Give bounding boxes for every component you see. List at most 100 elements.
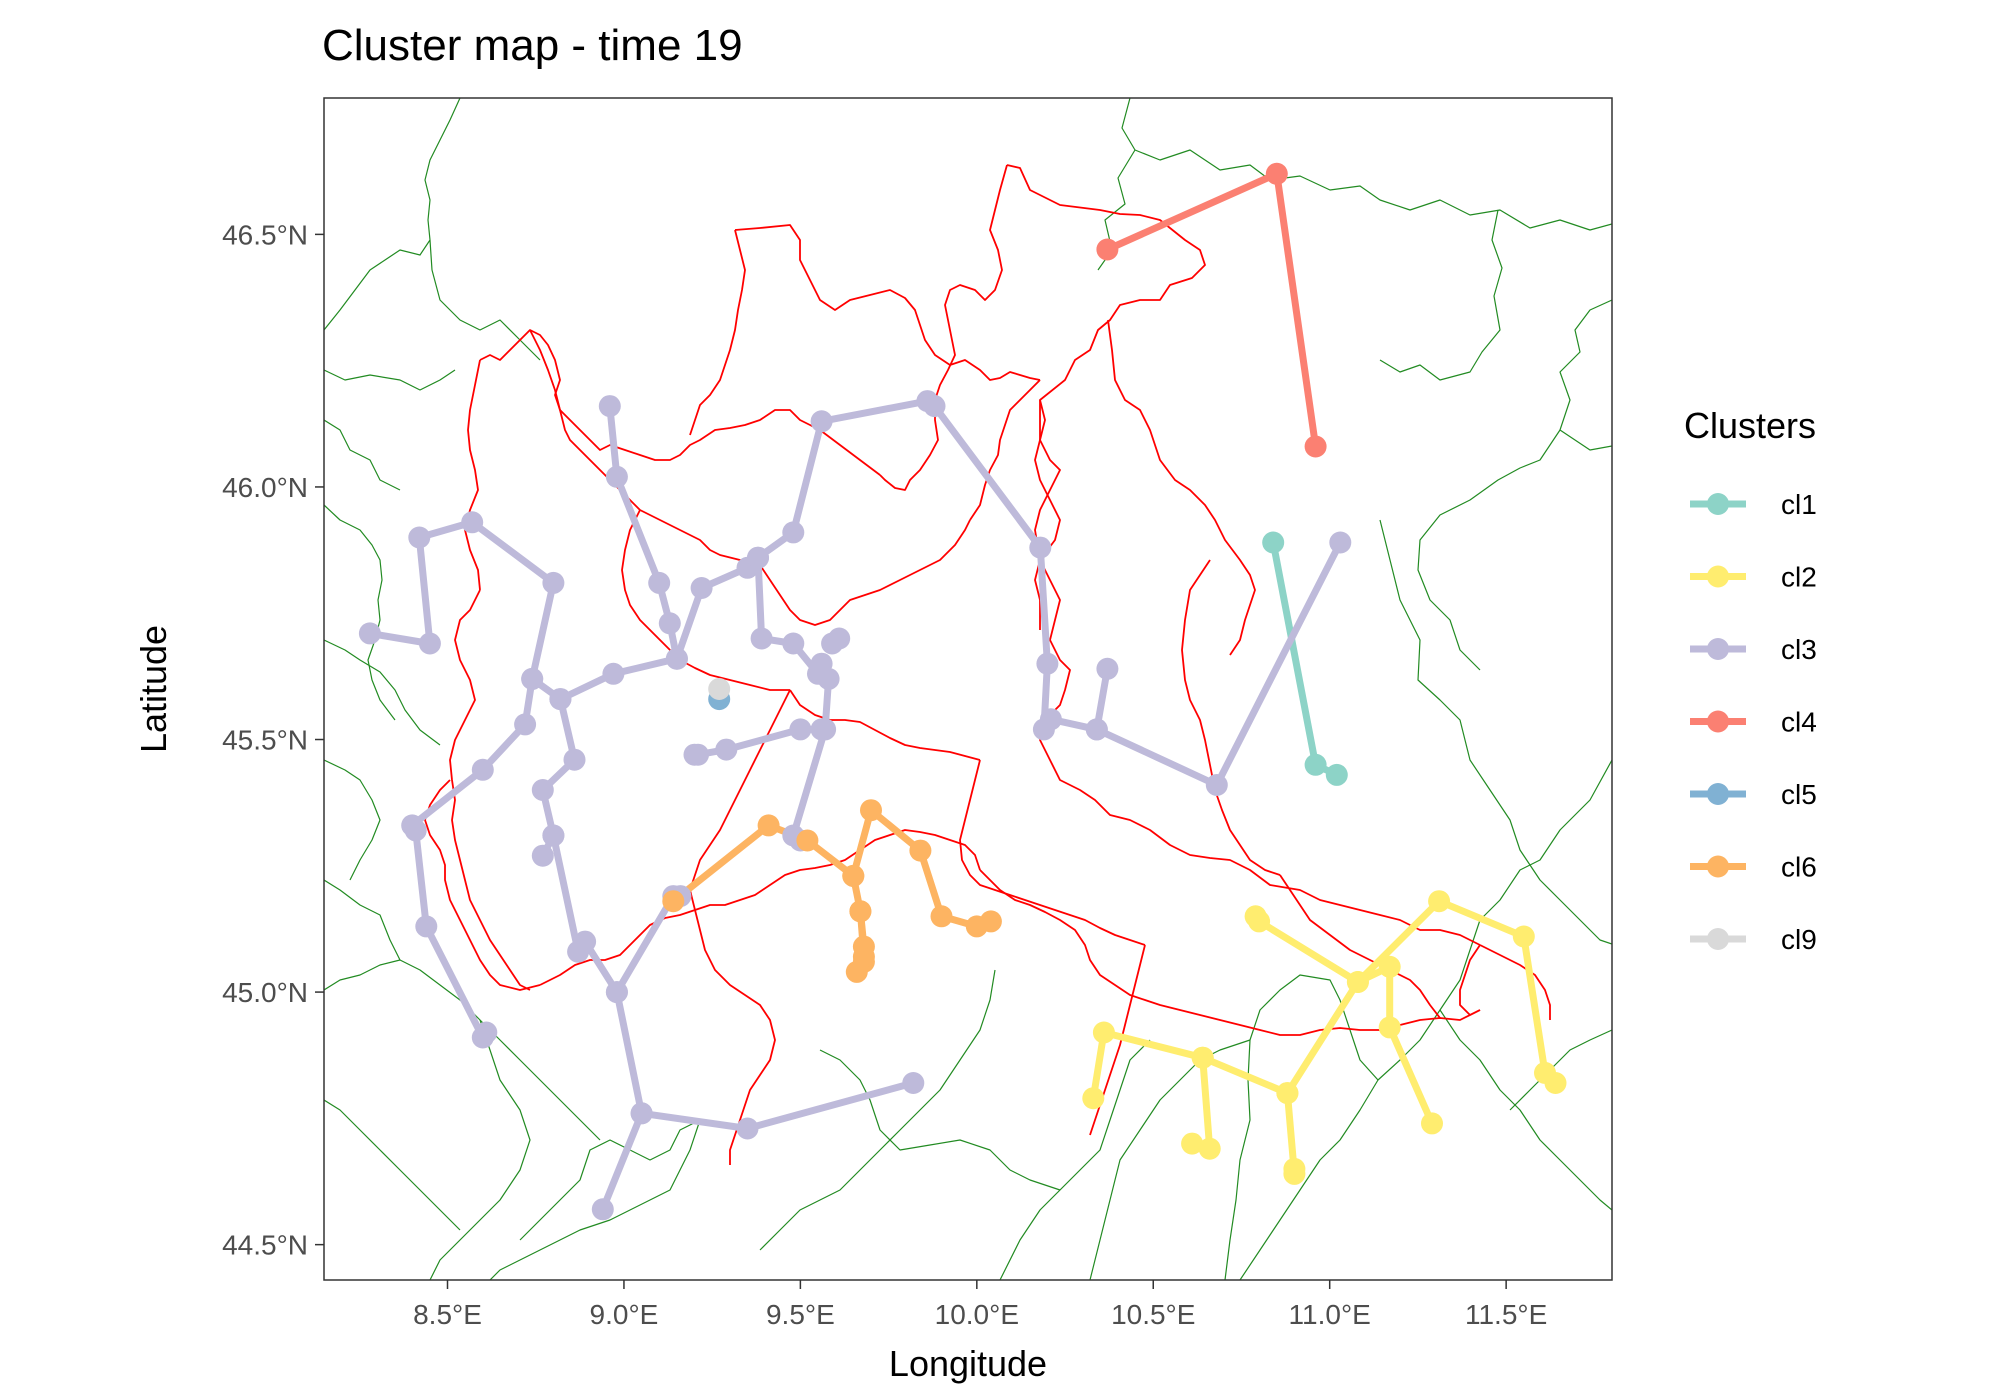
legend-item-cl3: cl3 <box>1690 634 1817 665</box>
legend-item-cl4: cl4 <box>1690 707 1817 738</box>
cluster-cl3-point <box>1329 531 1352 554</box>
cluster-cl3-point <box>471 758 494 781</box>
cluster-cl1-point <box>1325 763 1348 786</box>
cluster-cl3-point <box>418 632 441 655</box>
x-tick-label: 9.0°E <box>590 1299 659 1330</box>
cluster-cl3-point <box>1205 774 1228 796</box>
cluster-cl4-point <box>1265 162 1288 185</box>
cluster-cl2-point <box>1082 1087 1105 1110</box>
cluster-cl1-point <box>1304 753 1327 776</box>
cluster-cl2-point <box>1378 1016 1401 1039</box>
cluster-cl6-point <box>796 829 819 852</box>
cluster-cl6-point <box>930 905 953 928</box>
cluster-cl2-point <box>1181 1132 1204 1155</box>
cluster-cl2-point <box>1378 955 1401 978</box>
legend: Clusters cl1 cl2 cl3 cl4 cl5 cl6 cl9 <box>1684 405 1817 955</box>
cluster-cl2-point <box>1346 971 1369 993</box>
cluster-cl6-point <box>842 864 865 887</box>
cluster-cl3-point <box>690 577 713 599</box>
cluster-cl3-point <box>665 647 688 670</box>
y-axis-title: Latitude <box>133 625 174 753</box>
cluster-cl3-point <box>828 627 851 650</box>
cluster-cl3-point <box>521 667 544 690</box>
cluster-cl3-point <box>542 571 565 594</box>
legend-label: cl1 <box>1781 489 1817 520</box>
x-tick-label: 10.0°E <box>935 1299 1019 1330</box>
x-tick-label: 11.0°E <box>1289 1299 1371 1330</box>
legend-items: cl1 cl2 cl3 cl4 cl5 cl6 cl9 <box>1690 489 1817 955</box>
legend-item-cl1: cl1 <box>1690 489 1817 520</box>
cluster-cl4-point <box>1096 238 1119 261</box>
cluster-cl3-point <box>923 395 946 418</box>
cluster-cl2-point <box>1512 925 1535 948</box>
cluster-cl2-point <box>1276 1082 1299 1105</box>
cluster-cl3-point <box>574 930 597 953</box>
legend-label: cl9 <box>1781 924 1817 955</box>
cluster-cl2-point <box>1544 1072 1567 1094</box>
legend-item-cl9: cl9 <box>1690 924 1817 955</box>
plot-panel-border <box>323 97 1613 1281</box>
cluster-points <box>358 162 1567 1221</box>
cluster-cl3-path <box>528 675 646 1213</box>
cluster-cl2-point <box>1283 1157 1306 1180</box>
legend-label: cl2 <box>1781 562 1817 593</box>
cluster-cl3-point <box>605 465 628 488</box>
cluster-cl3-point <box>461 511 484 534</box>
cluster-cl2-point <box>1421 1112 1443 1135</box>
cluster-cl3-point <box>658 612 681 635</box>
cluster-cl2-point <box>1428 890 1451 913</box>
cluster-cl3-point <box>475 1021 498 1044</box>
cluster-cl3-point <box>358 622 381 645</box>
legend-label: cl5 <box>1781 779 1817 810</box>
cluster-cl3-point <box>605 981 628 1004</box>
cluster-cl3-point <box>549 688 572 711</box>
cluster-cl3-point <box>630 1102 653 1125</box>
cluster-cl3-point <box>415 915 438 938</box>
cluster-cl3-point <box>687 743 709 766</box>
legend-item-cl5: cl5 <box>1690 779 1817 810</box>
cluster-cl9-point <box>708 678 731 700</box>
cluster-cl3-point <box>715 738 738 761</box>
legend-label: cl4 <box>1781 707 1817 738</box>
cluster-cl6-point <box>662 890 685 913</box>
cluster-cl3-point <box>750 627 773 650</box>
cluster-cl3-point <box>542 824 565 847</box>
cluster-cl3-point <box>531 779 554 801</box>
legend-key-point <box>1707 855 1729 878</box>
cluster-cl3-point <box>1029 536 1052 559</box>
y-tick-label: 45.0°N <box>222 977 308 1008</box>
legend-item-cl6: cl6 <box>1690 852 1817 883</box>
cluster-cl2-point <box>1198 1137 1221 1160</box>
legend-key-point <box>1707 928 1729 950</box>
cluster-cl6-point <box>909 839 932 862</box>
cluster-cl4-point <box>1304 435 1327 458</box>
legend-key-point <box>1707 638 1729 660</box>
cluster-cl3-point <box>782 632 805 655</box>
cluster-cl6-point <box>849 900 872 923</box>
cluster-cl3-point <box>648 571 671 594</box>
cluster-cl3-point <box>1039 708 1062 731</box>
cluster-cl3-point <box>602 662 625 685</box>
chart-title: Cluster map - time 19 <box>322 21 743 70</box>
cluster-cl3-point <box>563 748 586 771</box>
cluster-cl3-point <box>1085 718 1108 741</box>
cluster-cl6-point <box>852 945 875 968</box>
cluster-cl2-point <box>1191 1046 1214 1069</box>
cluster-cl2-point <box>1248 910 1271 933</box>
cluster-cl3-point <box>902 1072 925 1094</box>
x-axis: 8.5°E 9.0°E 9.5°E 10.0°E 10.5°E 11.0°E 11.5°E <box>413 1280 1547 1330</box>
cluster-cl3-point <box>1036 652 1059 675</box>
cluster-cl2-point <box>1092 1021 1115 1044</box>
cluster-cl3-point <box>782 521 805 544</box>
cluster-cl3-point <box>591 1198 614 1221</box>
y-tick-label: 45.5°N <box>222 725 308 756</box>
legend-key-point <box>1707 783 1729 805</box>
legend-item-cl2: cl2 <box>1690 562 1817 593</box>
y-tick-label: 46.0°N <box>222 472 308 503</box>
cluster-cl1-point <box>1262 531 1285 554</box>
cluster-cl3-point <box>736 1117 759 1140</box>
province-borders <box>324 98 1612 1280</box>
legend-title: Clusters <box>1684 405 1816 446</box>
cluster-cl3-point <box>531 844 554 867</box>
